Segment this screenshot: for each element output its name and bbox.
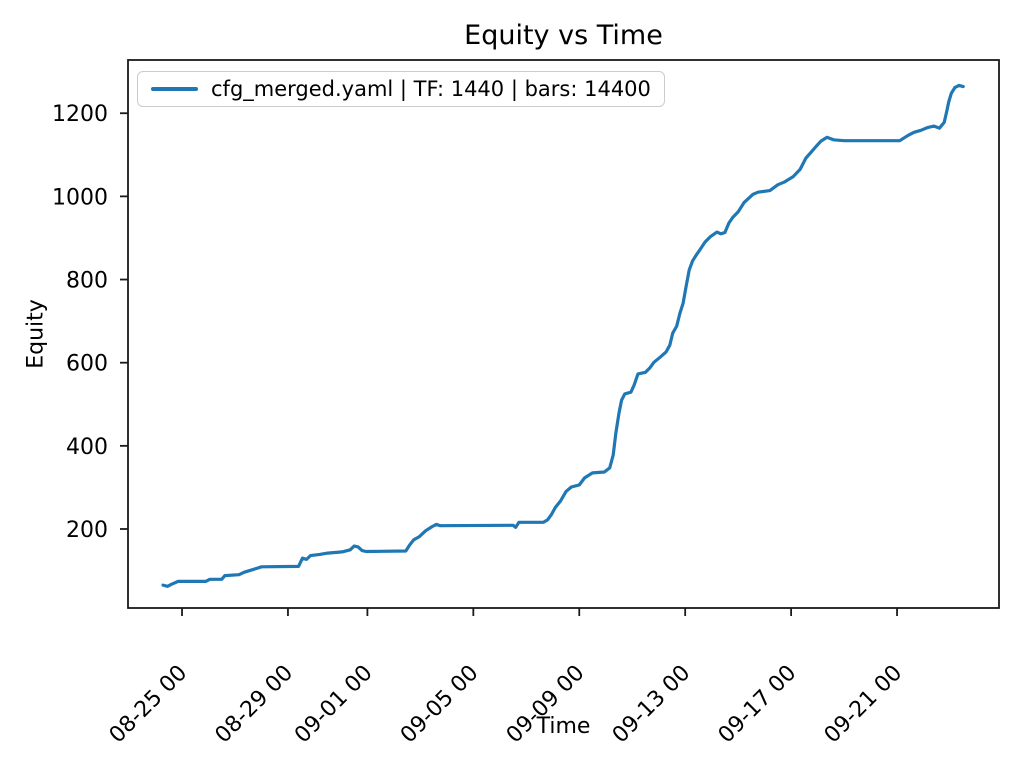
y-tick-label: 400	[66, 435, 108, 460]
axes-spines	[127, 59, 1000, 609]
y-tick-label: 1200	[52, 102, 108, 127]
y-axis-label: Equity	[23, 299, 49, 369]
legend-label: cfg_merged.yaml | TF: 1440 | bars: 14400	[211, 77, 651, 101]
equity-curve	[161, 83, 965, 589]
chart-title: Equity vs Time	[464, 20, 663, 51]
y-tick-label: 800	[66, 269, 108, 294]
x-axis-label: Time	[536, 714, 591, 739]
legend: cfg_merged.yaml | TF: 1440 | bars: 14400	[137, 71, 665, 107]
y-tick-label: 200	[66, 518, 108, 543]
y-tick-label: 600	[66, 352, 108, 377]
legend-line-sample	[151, 87, 198, 91]
y-tick-label: 1000	[52, 185, 108, 210]
